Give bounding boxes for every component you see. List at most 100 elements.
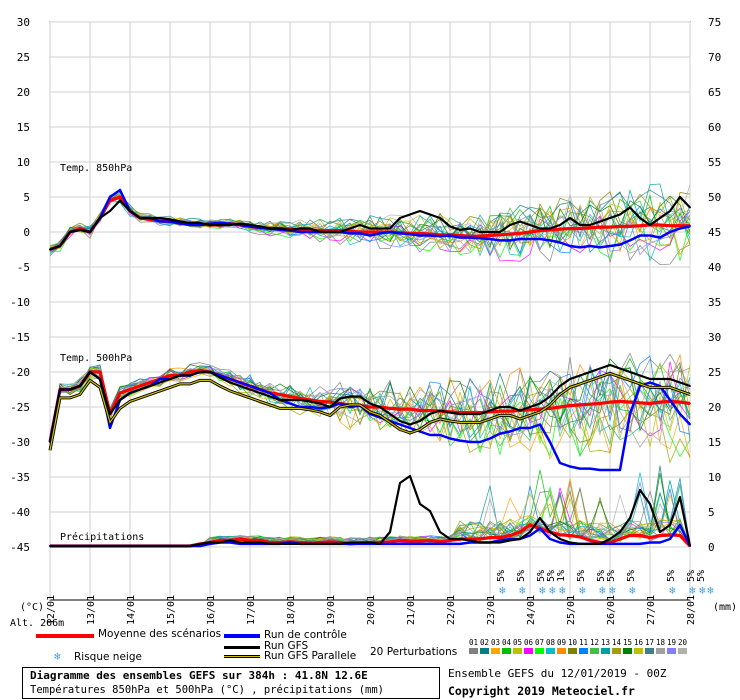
data-point: [649, 503, 651, 505]
perturbation-color-swatch: [601, 648, 610, 654]
data-point: [159, 545, 161, 547]
data-point: [139, 385, 141, 387]
data-point: [539, 517, 541, 519]
right-tick-label: 15: [708, 436, 721, 449]
left-tick-label: 10: [17, 156, 30, 169]
data-point: [679, 227, 681, 230]
footer-title-box: [22, 667, 440, 699]
data-point: [349, 232, 351, 235]
snow-risk-marker: 5%❄ ❄: [696, 570, 714, 597]
data-point: [229, 381, 231, 384]
x-tick-label: 18/01: [286, 595, 297, 625]
data-point: [149, 385, 151, 387]
perturbation-legend-item: 07: [534, 638, 545, 654]
data-point: [129, 545, 131, 547]
snow-risk-marker: 5% ❄: [596, 570, 607, 597]
snow-risk-marker: 5% ❄: [546, 570, 557, 597]
data-point: [579, 543, 581, 545]
data-point: [679, 401, 681, 403]
right-tick-label: 65: [708, 86, 721, 99]
data-point: [619, 225, 621, 228]
data-point: [679, 496, 681, 498]
left-tick-label: -45: [10, 541, 30, 554]
data-point: [529, 231, 531, 233]
perturbation-line: [49, 196, 691, 262]
data-point: [659, 531, 661, 533]
data-point: [689, 385, 691, 387]
data-point: [149, 217, 151, 219]
data-point: [629, 225, 631, 228]
data-point: [309, 231, 311, 233]
data-point: [659, 541, 661, 544]
snow-risk-marker: 5% ❄: [626, 570, 637, 597]
data-point: [509, 224, 511, 226]
data-point: [169, 218, 171, 221]
left-tick-label: 30: [17, 16, 30, 29]
data-point: [669, 210, 671, 212]
data-point: [499, 536, 501, 539]
data-point: [449, 543, 451, 545]
data-point: [319, 543, 321, 545]
data-point: [469, 539, 471, 542]
right-tick-label: 10: [708, 471, 721, 484]
run-info: Ensemble GEFS du 12/01/2019 - 00Z: [448, 667, 667, 680]
snow-risk-label: 5%: [596, 570, 607, 582]
x-tick-label: 27/01: [646, 595, 657, 625]
data-point: [289, 402, 291, 405]
perturbation-color-swatch: [667, 648, 676, 654]
data-point: [619, 538, 621, 540]
data-point: [409, 540, 411, 542]
snow-flake-icon: ❄: [54, 650, 61, 663]
data-point: [649, 378, 651, 380]
data-point: [609, 543, 611, 545]
data-point: [419, 409, 421, 412]
data-point: [519, 427, 521, 429]
data-point: [579, 536, 581, 538]
snow-risk-label: 5%: [516, 570, 527, 582]
data-point: [579, 374, 581, 377]
perturbation-color-swatch: [579, 648, 588, 654]
data-point: [619, 469, 621, 471]
data-point: [209, 224, 211, 226]
data-point: [309, 543, 311, 545]
data-point: [679, 413, 681, 415]
data-point: [149, 381, 151, 384]
right-tick-label: 30: [708, 331, 721, 344]
data-point: [359, 232, 361, 235]
snow-flake-icon: ❄: [499, 584, 506, 597]
data-point: [309, 400, 311, 403]
data-point: [109, 545, 111, 547]
snow-risk-marker: 5% ❄: [536, 570, 547, 597]
data-point: [589, 224, 591, 226]
data-point: [549, 407, 551, 410]
data-point: [629, 534, 631, 537]
perturbation-color-swatch: [634, 648, 643, 654]
data-point: [689, 402, 691, 405]
data-point: [219, 224, 221, 226]
data-point: [59, 245, 61, 247]
data-point: [249, 539, 251, 542]
left-tick-label: -20: [10, 366, 30, 379]
data-point: [499, 231, 501, 233]
data-point: [449, 234, 451, 237]
data-point: [669, 533, 671, 536]
data-point: [659, 378, 661, 380]
copyright: Copyright 2019 Meteociel.fr: [448, 684, 635, 698]
snow-flake-icon: ❄: [707, 584, 714, 597]
perturbation-color-swatch: [491, 648, 500, 654]
data-point: [299, 543, 301, 545]
left-tick-label: 0: [23, 226, 30, 239]
data-point: [689, 423, 691, 426]
perturbation-color-swatch: [546, 648, 555, 654]
data-point: [549, 239, 551, 242]
data-point: [539, 402, 541, 405]
data-point: [369, 402, 371, 405]
legend-snow-label: Risque neige: [74, 651, 142, 663]
footer-subtitle: Températures 850hPa et 500hPa (°C) , pré…: [30, 684, 385, 696]
right-tick-label: 50: [708, 191, 721, 204]
x-tick-label: 16/01: [206, 595, 217, 625]
data-point: [589, 226, 591, 229]
data-point: [549, 395, 551, 398]
perturbation-color-swatch: [524, 648, 533, 654]
x-tick-label: 26/01: [606, 595, 617, 625]
